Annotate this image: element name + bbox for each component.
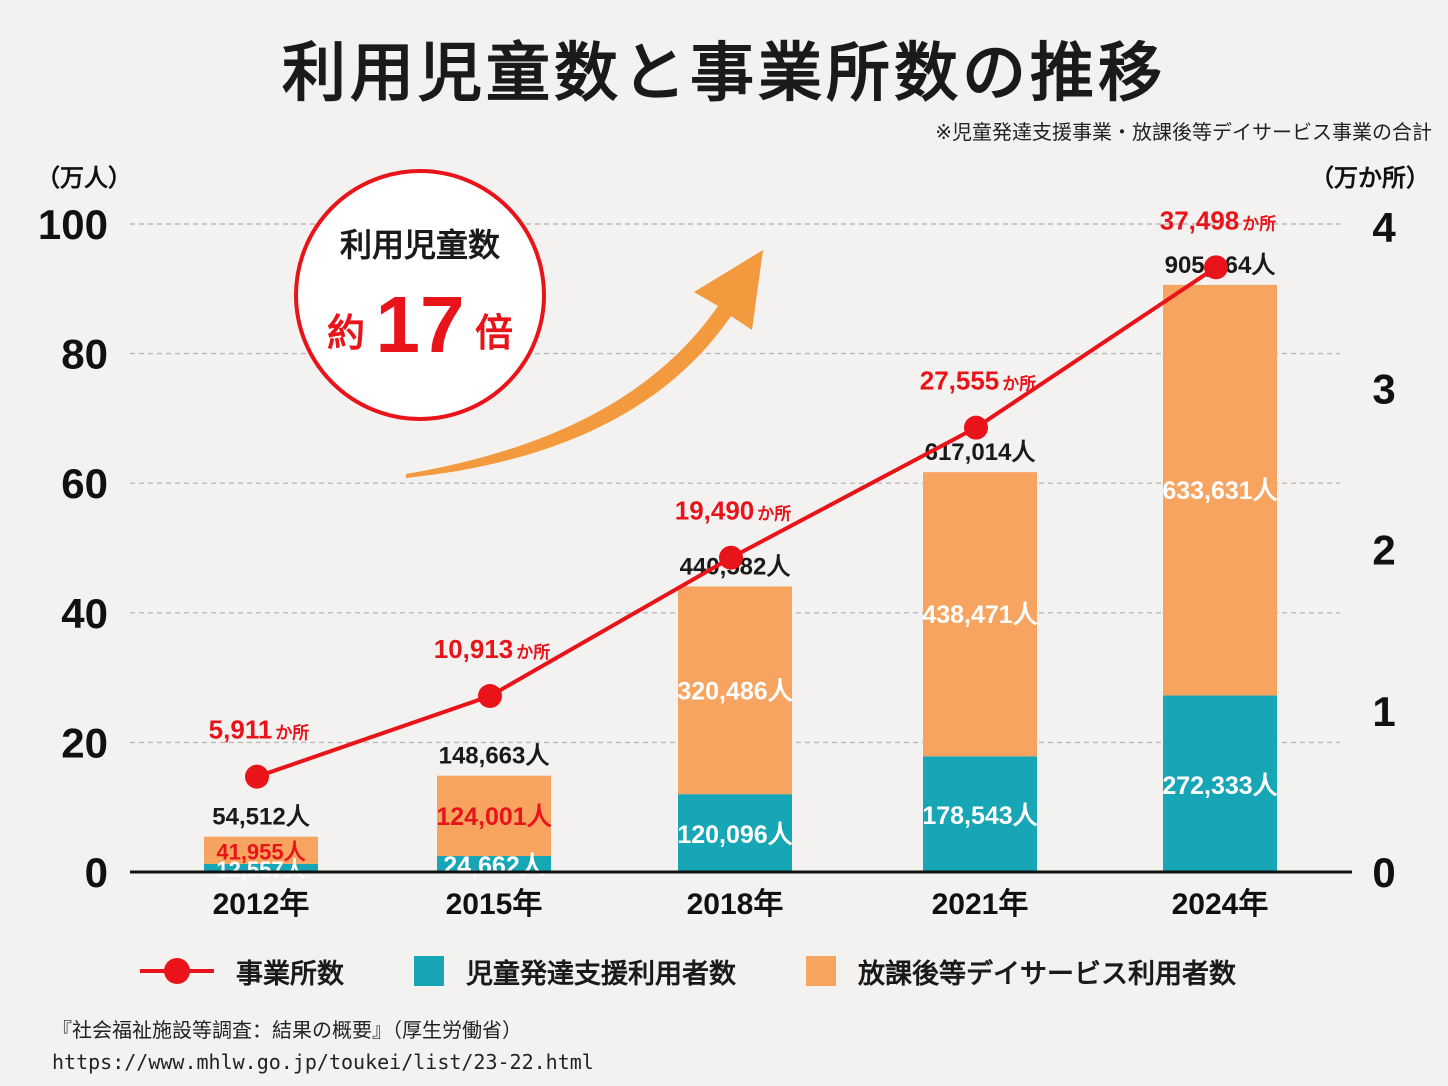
legend-swatch-orange [806, 956, 836, 986]
bar-total-label: 148,663人 [439, 743, 550, 770]
bar-development-support [923, 756, 1037, 872]
facility-point [478, 684, 502, 709]
left-axis: 0 20 40 60 80 100 （万人） [36, 164, 132, 896]
bar-total-label: 54,512人 [212, 804, 309, 831]
facility-value-label: 27,555 か所 [920, 366, 1037, 396]
y-left-tick-label: 60 [61, 460, 108, 507]
x-tick-label: 2012年 [213, 888, 310, 921]
legend-label-facilities: 事業所数 [236, 958, 344, 990]
y-right-tick-label: 2 [1372, 527, 1395, 574]
bar-development-support [204, 863, 318, 872]
legend-label-development-support: 児童発達支援利用者数 [466, 958, 736, 990]
bar-value-after-school: 438,471人 [922, 601, 1037, 629]
bar-after-school [923, 472, 1037, 757]
right-axis: 0 1 2 3 4 （万か所） [1310, 164, 1430, 896]
bar-after-school [437, 775, 551, 857]
x-tick-label: 2018年 [687, 888, 784, 921]
bar-after-school [678, 586, 792, 795]
y-left-tick-label: 100 [38, 201, 108, 248]
bar-total-label: 617,014人 [925, 439, 1036, 466]
y-left-tick-label: 40 [61, 590, 108, 637]
callout-number: 17 [376, 280, 465, 369]
facility-point [1204, 255, 1228, 280]
bar-after-school [1163, 284, 1277, 696]
source-title: 『社会福祉施設等調査：結果の概要』（厚生労働省） [52, 1018, 522, 1042]
bar-value-development-support: 24,662人 [443, 852, 544, 880]
facility-value-label: 37,498 か所 [1160, 205, 1277, 235]
callout-line1: 利用児童数 [340, 226, 501, 264]
y-left-tick-label: 0 [85, 849, 108, 896]
facility-value-label: 5,911 か所 [209, 715, 310, 745]
legend-line-marker [140, 956, 214, 986]
legend-swatch-teal [414, 956, 444, 986]
legend-item-development-support: 児童発達支援利用者数 [414, 952, 736, 991]
bar-development-support [437, 856, 551, 872]
x-tick-label: 2024年 [1172, 888, 1269, 921]
x-tick-label: 2015年 [446, 888, 543, 921]
facility-point [245, 764, 269, 789]
y-left-tick-label: 20 [61, 719, 108, 766]
facility-value-label: 19,490 か所 [675, 496, 792, 526]
bar-value-after-school: 633,631人 [1162, 477, 1277, 505]
y-right-unit-label: （万か所） [1310, 164, 1430, 192]
callout-circle [294, 169, 546, 421]
bar-value-after-school: 320,486人 [677, 677, 792, 705]
growth-arrow-icon [406, 250, 763, 478]
bar-value-after-school: 124,001人 [436, 803, 551, 831]
legend: 事業所数 児童発達支援利用者数 放課後等デイサービス利用者数 [140, 946, 1400, 996]
bar-value-after-school: 41,955人 [216, 839, 305, 864]
source-citation: 『社会福祉施設等調査：結果の概要』（厚生労働省） https://www.mhl… [52, 1014, 594, 1078]
bar-after-school [204, 836, 318, 864]
x-axis: 2012年 2015年 2018年 2021年 2024年 [130, 870, 1352, 921]
source-url: https://www.mhlw.go.jp/toukei/list/23-22… [52, 1050, 594, 1074]
y-left-unit-label: （万人） [36, 164, 132, 192]
callout-prefix: 約 [327, 311, 365, 355]
facility-line: 5,911 か所 10,913 か所 19,490 か所 27,555 か所 37,498 か所 [209, 205, 1277, 789]
bar-value-development-support: 178,543人 [922, 802, 1037, 830]
facility-point [964, 415, 988, 440]
callout-suffix: 倍 [475, 311, 513, 355]
growth-arrow-shape [406, 250, 763, 478]
bar-development-support [1163, 695, 1277, 872]
chart-footnote: ※児童発達支援事業・放課後等デイサービス事業の合計 [935, 120, 1432, 144]
y-right-tick-label: 4 [1372, 204, 1396, 251]
bar-value-development-support: 120,096人 [677, 821, 792, 849]
y-left-tick-label: 80 [61, 331, 108, 378]
y-right-tick-label: 1 [1372, 688, 1395, 735]
legend-item-after-school: 放課後等デイサービス利用者数 [806, 952, 1236, 991]
facility-point [719, 545, 743, 570]
bar-value-development-support: 12,557人 [216, 857, 305, 882]
y-right-tick-label: 0 [1372, 849, 1395, 896]
y-right-tick-label: 3 [1372, 365, 1395, 412]
chart-title: 利用児童数と事業所数の推移 [282, 37, 1166, 111]
facility-value-label: 10,913 か所 [434, 634, 551, 664]
legend-label-after-school: 放課後等デイサービス利用者数 [858, 958, 1236, 990]
x-tick-label: 2021年 [932, 888, 1029, 921]
legend-item-facilities: 事業所数 [140, 952, 344, 991]
bar-development-support [678, 794, 792, 872]
bar-value-development-support: 272,333人 [1162, 772, 1277, 800]
